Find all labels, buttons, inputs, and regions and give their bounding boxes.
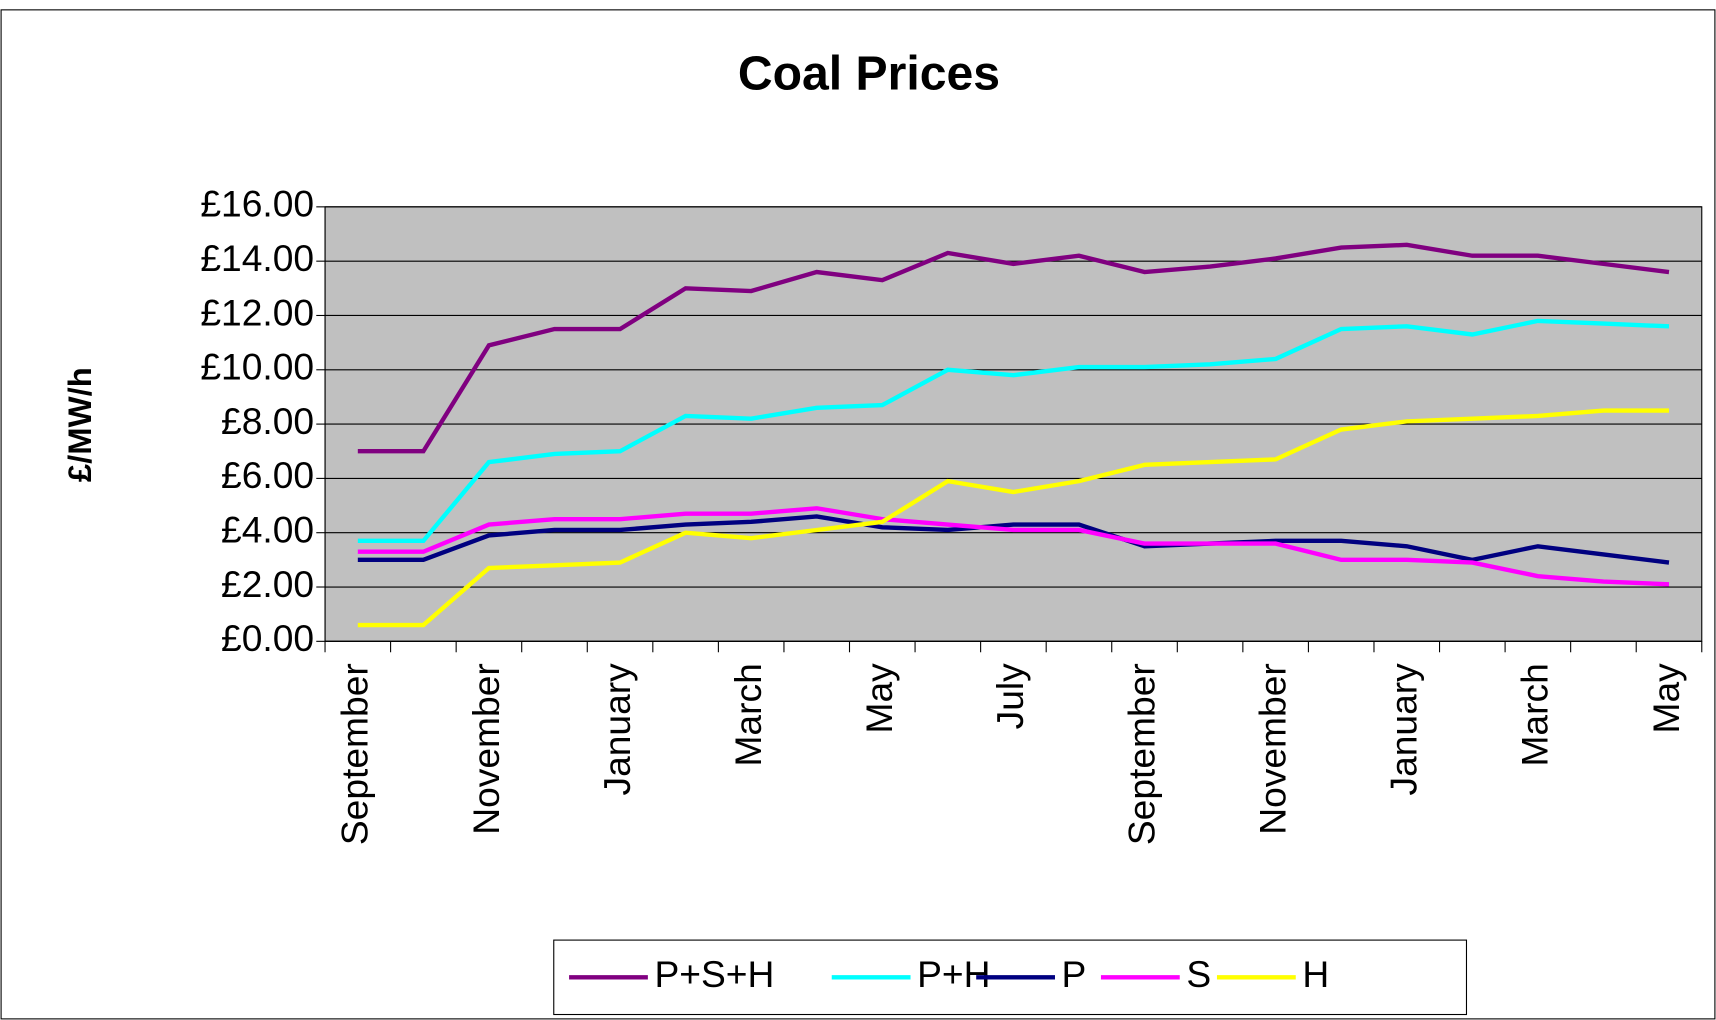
x-tick-label: January [1383,663,1425,796]
legend-label: P+S+H [654,953,774,995]
y-axis-label: £/MW/h [61,367,98,482]
series-line [357,408,1669,628]
y-tick-label: £12.00 [200,291,314,333]
x-tick-label: March [1514,663,1556,766]
legend-label: H [1302,953,1329,995]
x-tick-label: July [989,663,1031,730]
series-line [357,242,1670,454]
series-line [357,318,1670,544]
y-tick-label: £8.00 [221,400,314,442]
legend: P+S+H P+H P S H [553,939,1468,1016]
y-tick-label: £10.00 [200,346,314,388]
y-tick-label: £6.00 [221,454,314,496]
legend-label: P+H [917,953,990,995]
x-tick-label: March [727,663,769,766]
x-tick-label: November [1251,663,1293,835]
x-tick-label: May [858,663,900,734]
legend-label: P [1062,953,1087,995]
y-tick-label: £14.00 [200,237,314,279]
y-tick-label: £2.00 [221,563,314,605]
y-tick-label: £16.00 [200,183,314,225]
x-tick-label: September [334,663,376,845]
chart-title: Coal Prices [738,46,1000,100]
series-line [357,506,1670,587]
y-tick-label: £4.00 [221,509,314,551]
x-tick-label: January [596,663,638,796]
legend-label: S [1186,953,1211,995]
y-tick-label: £0.00 [221,617,314,659]
x-tick-label: September [1120,663,1162,845]
x-tick-label: May [1645,663,1687,734]
x-tick-label: November [465,663,507,835]
series-line [357,514,1670,565]
